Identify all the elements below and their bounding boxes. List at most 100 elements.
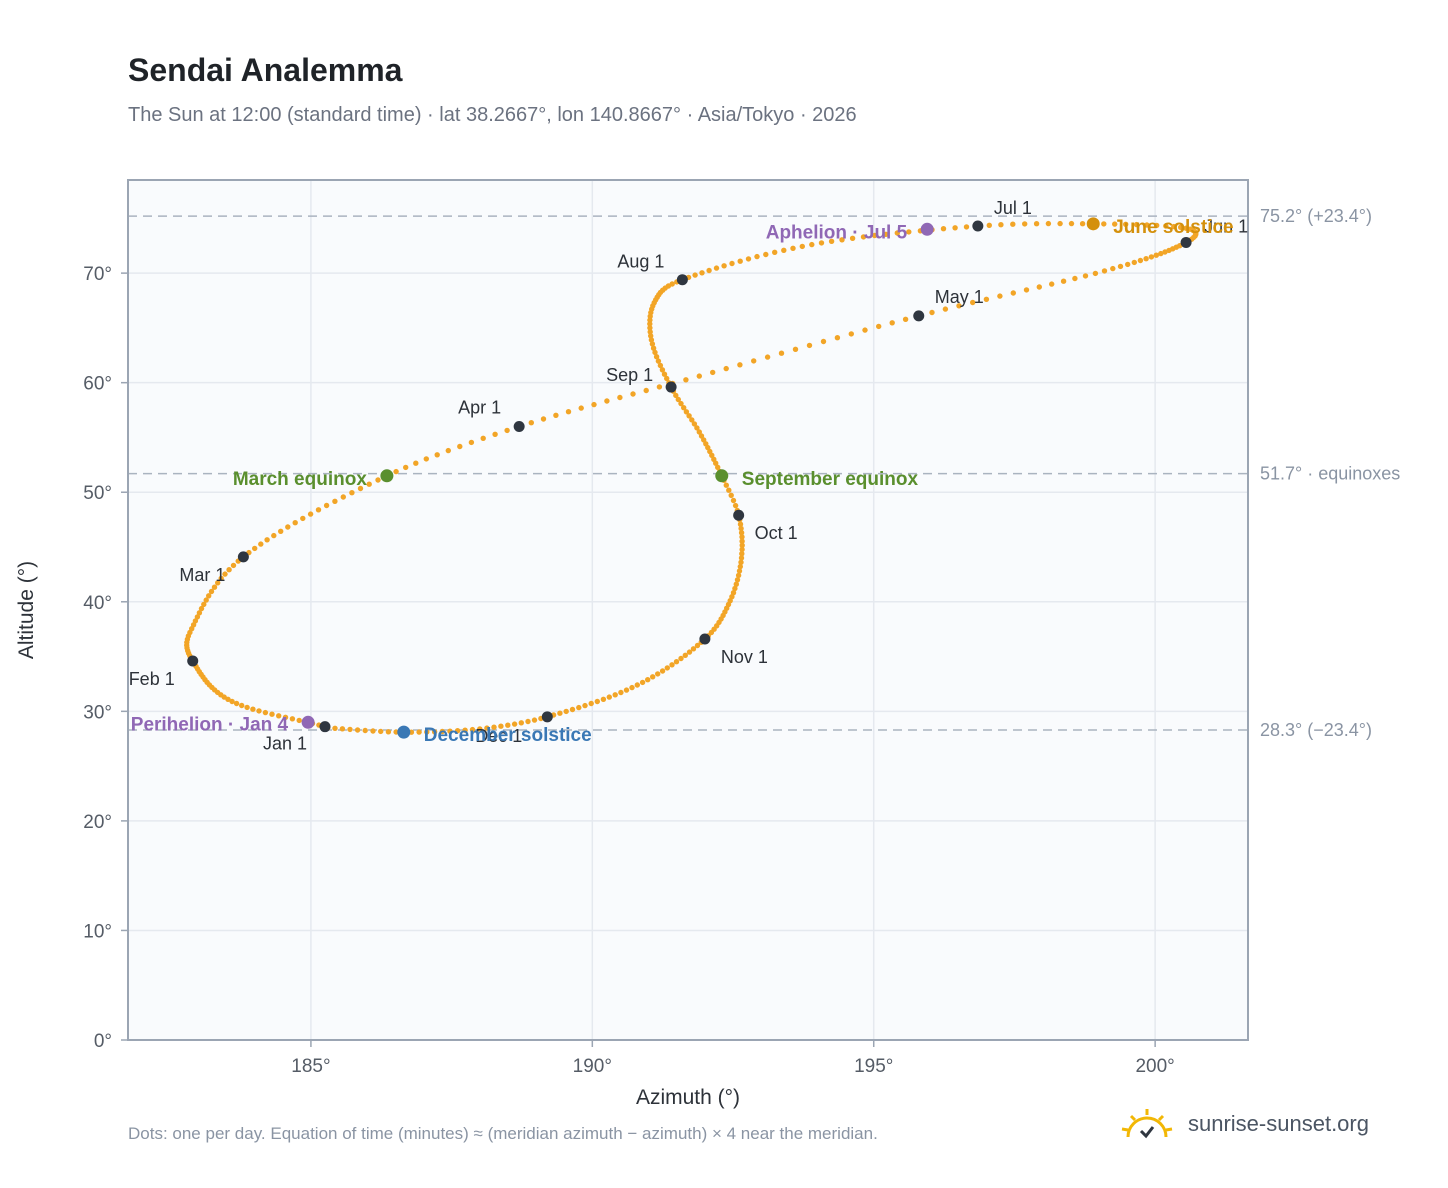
- daily-sun-dot: [565, 409, 572, 415]
- event-marker: [301, 715, 315, 729]
- daily-sun-dot: [1123, 221, 1129, 227]
- plot-frame: [127, 179, 1249, 1041]
- month-label: Sep 1: [606, 365, 653, 385]
- daily-sun-dot: [956, 303, 962, 309]
- daily-sun-dot: [645, 677, 651, 683]
- daily-sun-dot: [709, 452, 715, 458]
- daily-sun-dot: [447, 728, 453, 734]
- daily-sun-dot: [739, 546, 745, 553]
- daily-sun-dot: [1033, 221, 1040, 227]
- daily-sun-dot: [721, 263, 727, 269]
- daily-sun-dot: [250, 706, 256, 712]
- reference-line-label: 28.3° (−23.4°): [1260, 720, 1372, 740]
- daily-sun-dot: [262, 709, 269, 716]
- daily-sun-dot: [423, 456, 429, 462]
- month-label: Nov 1: [721, 647, 768, 667]
- daily-sun-dot: [239, 702, 245, 709]
- daily-sun-dot: [986, 222, 992, 228]
- daily-sun-dot: [639, 679, 646, 686]
- daily-sun-dot: [347, 726, 353, 733]
- month-label: Jul 1: [994, 198, 1032, 218]
- daily-sun-dot: [457, 443, 463, 450]
- daily-sun-dot: [792, 346, 799, 352]
- month-marker: [237, 551, 249, 563]
- daily-sun-dot: [692, 272, 698, 278]
- daily-sun-dot: [673, 659, 680, 665]
- daily-sun-dot: [518, 720, 524, 726]
- x-tick-label: 190°: [573, 1056, 612, 1077]
- daily-sun-dot: [1158, 250, 1164, 257]
- event-marker: [1086, 217, 1100, 231]
- y-axis-title: Altitude (°): [15, 561, 38, 659]
- daily-sun-dot: [230, 562, 237, 569]
- daily-sun-dot: [1049, 281, 1055, 287]
- monthly-markers: Jan 1 Feb 1 Mar 1 Apr 1 May 1 Jun 1 Jul 1 Aug 1…: [129, 198, 1248, 754]
- daily-sun-dot: [617, 394, 623, 401]
- daily-sun-dot: [588, 700, 594, 707]
- daily-sun-dot: [652, 349, 658, 356]
- daily-sun-dot: [1036, 284, 1043, 290]
- daily-sun-dot: [1154, 222, 1160, 229]
- daily-sun-dot: [751, 358, 757, 364]
- daily-sun-dot: [1023, 287, 1030, 293]
- daily-sun-dot: [278, 528, 284, 534]
- daily-sun-dot: [647, 317, 653, 323]
- month-label: Mar 1: [179, 565, 225, 585]
- brand[interactable]: sunrise-sunset.org: [1120, 1104, 1369, 1144]
- daily-sun-dot: [772, 249, 778, 255]
- daily-sun-dot: [678, 400, 684, 407]
- daily-sun-dot: [206, 593, 212, 599]
- daily-sun-dot: [1079, 221, 1086, 227]
- daily-sun-dot: [264, 537, 270, 543]
- daily-sun-dot: [424, 729, 430, 735]
- daily-sun-dot: [732, 585, 738, 592]
- daily-sun-dot: [491, 724, 497, 730]
- daily-sun-dot: [686, 413, 692, 419]
- daily-sun-dot: [332, 498, 338, 504]
- daily-sun-dot: [258, 541, 264, 547]
- daily-sun-dot: [940, 226, 947, 232]
- month-marker: [187, 655, 199, 667]
- daily-sun-dot: [531, 717, 538, 723]
- daily-sun-dot: [860, 234, 867, 240]
- daily-sun-dot: [754, 253, 760, 260]
- daily-sun-dot: [653, 354, 660, 360]
- daily-sun-dot: [292, 520, 298, 526]
- daily-sun-dot: [809, 241, 815, 248]
- daily-sun-dot: [728, 492, 734, 498]
- event-label: Perihelion · Jan 4: [131, 714, 289, 735]
- daily-sun-dot: [778, 350, 785, 356]
- x-tick-label: 200°: [1135, 1056, 1174, 1077]
- y-tick-label: 70°: [83, 264, 112, 285]
- daily-sun-dot: [276, 713, 282, 719]
- daily-sun-dot: [649, 341, 656, 347]
- grid-lines: [128, 180, 1248, 1041]
- daily-sun-dot: [952, 225, 958, 231]
- month-label: Jun 1: [1204, 216, 1248, 236]
- daily-sun-dot: [307, 511, 314, 517]
- daily-sun-dot: [606, 694, 612, 700]
- daily-sun-dot: [894, 230, 900, 236]
- daily-sun-dot: [563, 708, 569, 715]
- daily-sun-dot: [902, 316, 909, 322]
- daily-sun-dot: [876, 323, 882, 330]
- daily-sun-dot: [528, 420, 534, 426]
- daily-sun-dot: [883, 231, 889, 237]
- brand-name[interactable]: sunrise-sunset.org: [1188, 1111, 1369, 1136]
- daily-sun-dot: [339, 726, 346, 732]
- daily-sun-dot: [1183, 225, 1189, 231]
- daily-sun-dot: [630, 391, 636, 397]
- daily-sun-dot: [439, 728, 445, 735]
- daily-sun-dot: [1163, 223, 1169, 229]
- daily-sun-dot: [492, 431, 498, 437]
- daily-sun-dot: [222, 571, 228, 577]
- daily-sun-dot: [349, 490, 355, 496]
- daily-sun-dot: [983, 296, 990, 302]
- daily-sun-dot: [732, 502, 739, 509]
- y-tick-label: 50°: [83, 483, 112, 504]
- daily-sun-dot: [737, 362, 743, 368]
- daily-sun-dot: [739, 542, 745, 548]
- reference-lines: 75.2° (+23.4°) 51.7° · equinoxes 28.3° (−2…: [128, 206, 1400, 740]
- daily-sun-dot: [340, 494, 346, 500]
